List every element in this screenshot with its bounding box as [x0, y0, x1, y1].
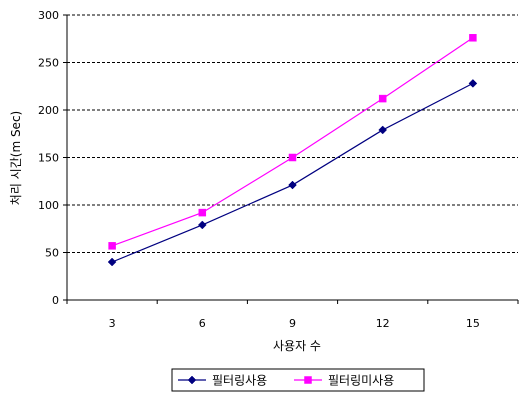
- data-point: [288, 153, 297, 162]
- x-tick-label: 9: [289, 317, 296, 330]
- data-point: [469, 34, 477, 42]
- y-tick-label: 50: [45, 247, 59, 260]
- y-tick-label: 200: [38, 104, 59, 117]
- series-1: [107, 79, 478, 267]
- legend-label: 필터링사용: [212, 374, 267, 388]
- data-point: [378, 125, 388, 135]
- legend-swatch-marker: [187, 375, 197, 385]
- data-point: [468, 79, 478, 88]
- legend: 필터링사용 필터링미사용: [171, 368, 425, 392]
- y-tick-label: 150: [38, 152, 59, 165]
- data-point: [107, 257, 117, 267]
- data-point: [197, 220, 207, 230]
- x-tick-label: 6: [199, 317, 206, 330]
- x-tick-labels: 3 6 9 12 15: [109, 317, 480, 330]
- x-tick-label: 12: [376, 317, 390, 330]
- data-point: [108, 242, 116, 250]
- y-tick-label: 300: [38, 9, 59, 22]
- y-tick-label: 100: [38, 199, 59, 212]
- y-tick-label: 250: [38, 57, 59, 70]
- x-tick-label: 3: [109, 317, 116, 330]
- data-point: [288, 180, 297, 190]
- y-tick-labels: 0 50 100 150 200 250 300: [38, 9, 59, 307]
- legend-item: 필터링사용: [178, 374, 267, 388]
- x-axis-title: 사용자 수: [273, 339, 321, 353]
- axes: [63, 14, 519, 304]
- legend-item: 필터링미사용: [294, 374, 394, 388]
- data-point: [198, 208, 207, 217]
- y-axis-title: 처리 시간(m Sec): [9, 111, 23, 205]
- data-point: [378, 94, 387, 103]
- y-tick-label: 0: [52, 294, 59, 307]
- series-lines: [107, 34, 478, 267]
- series-2: [108, 34, 477, 250]
- grid-lines: [67, 14, 518, 253]
- legend-swatch-marker: [304, 376, 312, 384]
- legend-label: 필터링미사용: [328, 374, 394, 388]
- x-tick-label: 15: [466, 317, 480, 330]
- series-line: [111, 37, 474, 247]
